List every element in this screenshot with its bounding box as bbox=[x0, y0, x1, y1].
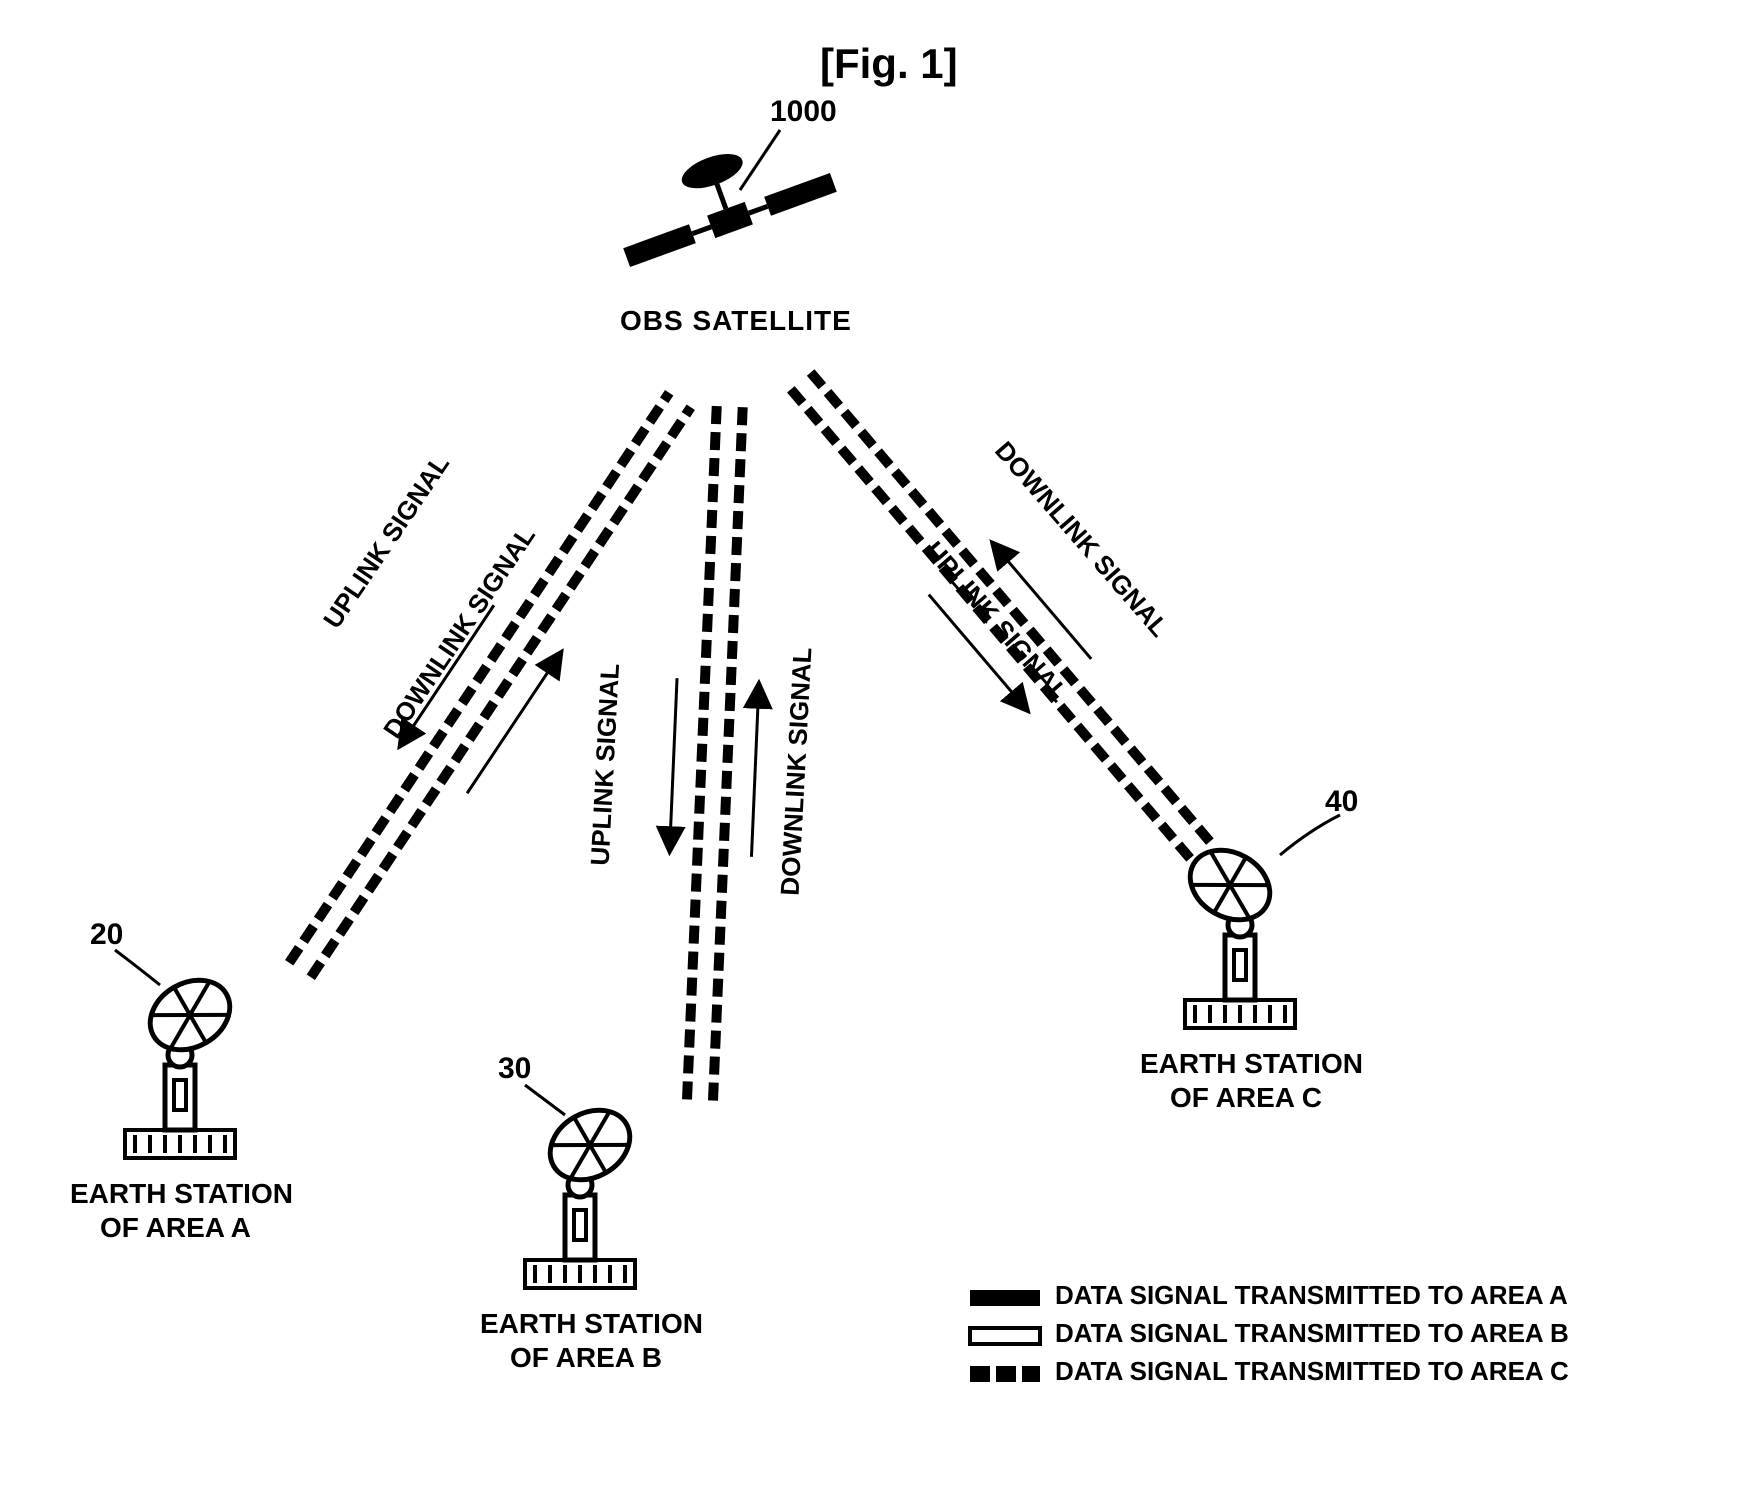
figure-canvas: [Fig. 1] bbox=[0, 0, 1752, 1489]
beam-b-up bbox=[713, 401, 743, 1101]
station-b-label-1: EARTH STATION bbox=[480, 1308, 703, 1340]
station-c-label-2: OF AREA C bbox=[1170, 1082, 1322, 1114]
legend-item-b: DATA SIGNAL TRANSMITTED TO AREA B bbox=[1055, 1318, 1569, 1349]
station-a-label-1: EARTH STATION bbox=[70, 1178, 293, 1210]
uplink-arrow-b bbox=[751, 682, 759, 857]
station-c-label-1: EARTH STATION bbox=[1140, 1048, 1363, 1080]
satellite-icon bbox=[604, 120, 837, 269]
beam-a-up bbox=[311, 407, 691, 977]
station-c-ref: 40 bbox=[1325, 785, 1358, 819]
station-b-ref: 30 bbox=[498, 1052, 531, 1086]
diagram-svg bbox=[0, 0, 1752, 1489]
legend-item-a: DATA SIGNAL TRANSMITTED TO AREA A bbox=[1055, 1280, 1568, 1311]
downlink-arrow-b bbox=[670, 678, 678, 853]
station-b-label-2: OF AREA B bbox=[510, 1342, 662, 1374]
station-b-icon bbox=[525, 1096, 642, 1288]
satellite-ref: 1000 bbox=[770, 95, 837, 129]
station-a-ref: 20 bbox=[90, 918, 123, 952]
station-c-icon bbox=[1178, 836, 1295, 1028]
station-a-icon bbox=[125, 966, 242, 1158]
station-a-label-2: OF AREA A bbox=[100, 1212, 251, 1244]
legend bbox=[970, 1290, 1040, 1382]
satellite-label: OBS SATELLITE bbox=[620, 305, 852, 337]
legend-item-c: DATA SIGNAL TRANSMITTED TO AREA C bbox=[1055, 1356, 1569, 1387]
beam-b-down bbox=[687, 399, 717, 1099]
